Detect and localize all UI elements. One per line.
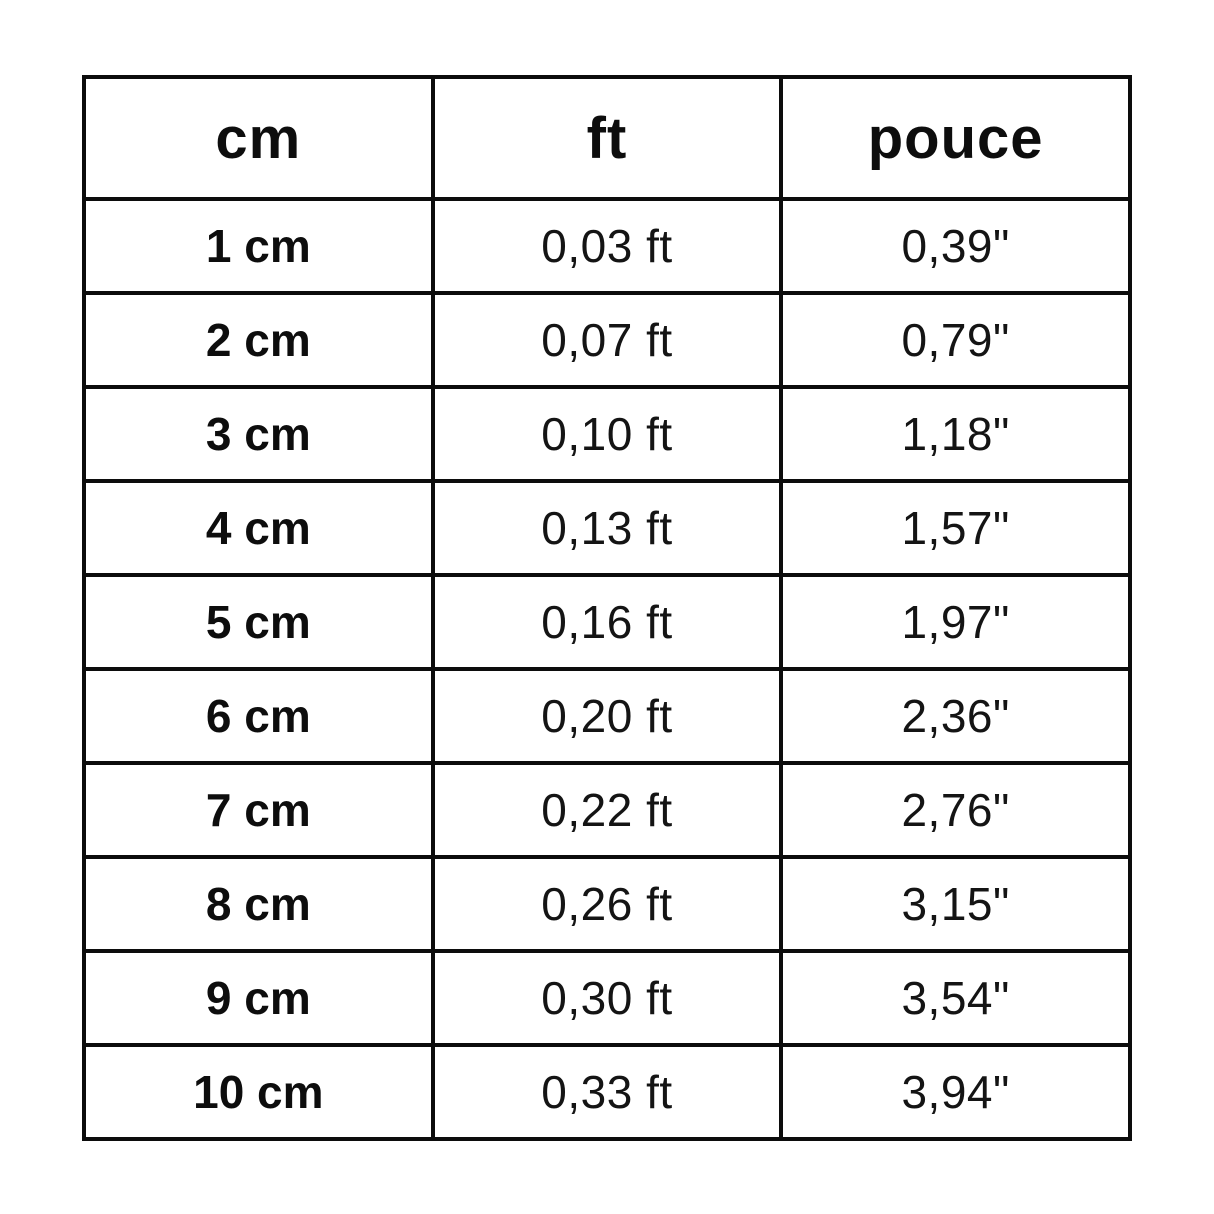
cm-ft-pouce-conversion-table: cm ft pouce 1 cm 0,03 ft 0,39" 2 cm 0,07… <box>82 75 1132 1141</box>
cell-cm: 6 cm <box>82 667 435 765</box>
cell-cm: 5 cm <box>82 573 435 671</box>
table-row: 4 cm 0,13 ft 1,57" <box>82 479 1132 577</box>
cell-pouce: 2,76" <box>779 761 1132 859</box>
table-row: 10 cm 0,33 ft 3,94" <box>82 1043 1132 1141</box>
cell-pouce: 1,18" <box>779 385 1132 483</box>
cell-cm: 3 cm <box>82 385 435 483</box>
cell-ft: 0,20 ft <box>430 667 784 765</box>
cell-cm: 9 cm <box>82 949 435 1047</box>
cell-pouce: 2,36" <box>779 667 1132 765</box>
cell-pouce: 3,15" <box>779 855 1132 953</box>
cell-ft: 0,16 ft <box>430 573 784 671</box>
cell-cm: 7 cm <box>82 761 435 859</box>
header-cm: cm <box>82 75 435 201</box>
cell-pouce: 0,79" <box>779 291 1132 389</box>
header-ft: ft <box>430 75 784 201</box>
table-row: 1 cm 0,03 ft 0,39" <box>82 197 1132 295</box>
table-row: 3 cm 0,10 ft 1,18" <box>82 385 1132 483</box>
cell-pouce: 1,97" <box>779 573 1132 671</box>
cell-ft: 0,22 ft <box>430 761 784 859</box>
cell-pouce: 0,39" <box>779 197 1132 295</box>
cell-ft: 0,07 ft <box>430 291 784 389</box>
cell-cm: 1 cm <box>82 197 435 295</box>
cell-ft: 0,30 ft <box>430 949 784 1047</box>
table-row: 5 cm 0,16 ft 1,97" <box>82 573 1132 671</box>
cell-ft: 0,26 ft <box>430 855 784 953</box>
table-header: cm ft pouce <box>82 75 1132 201</box>
table-row: 9 cm 0,30 ft 3,54" <box>82 949 1132 1047</box>
cell-ft: 0,33 ft <box>430 1043 784 1141</box>
cell-cm: 2 cm <box>82 291 435 389</box>
table-row: 2 cm 0,07 ft 0,79" <box>82 291 1132 389</box>
header-row: cm ft pouce <box>82 75 1132 201</box>
cell-cm: 4 cm <box>82 479 435 577</box>
cell-ft: 0,13 ft <box>430 479 784 577</box>
cell-cm: 8 cm <box>82 855 435 953</box>
table-row: 7 cm 0,22 ft 2,76" <box>82 761 1132 859</box>
table-row: 8 cm 0,26 ft 3,15" <box>82 855 1132 953</box>
cell-pouce: 3,54" <box>779 949 1132 1047</box>
cell-pouce: 1,57" <box>779 479 1132 577</box>
cell-cm: 10 cm <box>82 1043 435 1141</box>
cell-ft: 0,10 ft <box>430 385 784 483</box>
table-body: 1 cm 0,03 ft 0,39" 2 cm 0,07 ft 0,79" 3 … <box>82 197 1132 1141</box>
cell-ft: 0,03 ft <box>430 197 784 295</box>
table-row: 6 cm 0,20 ft 2,36" <box>82 667 1132 765</box>
cell-pouce: 3,94" <box>779 1043 1132 1141</box>
header-pouce: pouce <box>779 75 1132 201</box>
